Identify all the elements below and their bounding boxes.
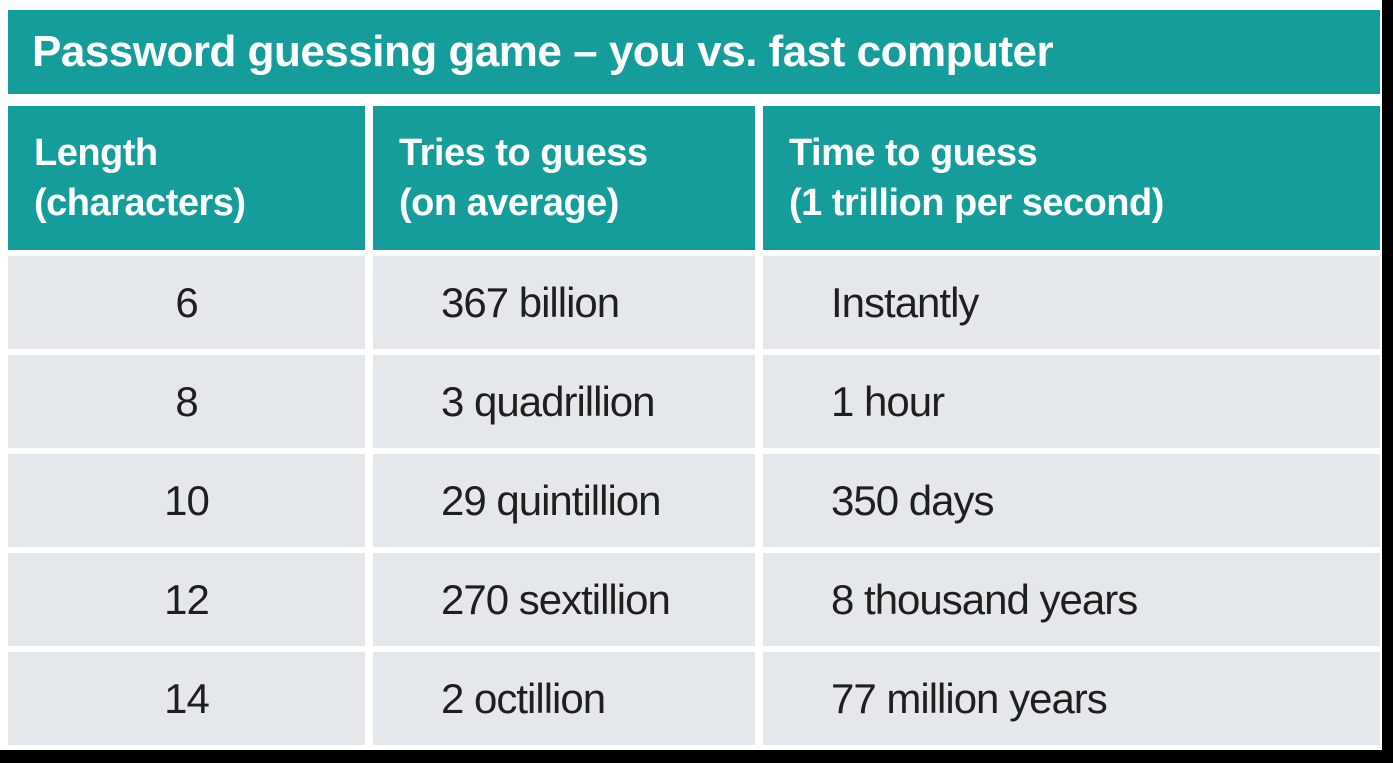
cell-length: 10 bbox=[8, 454, 365, 547]
cell-tries: 3 quadrillion bbox=[373, 355, 755, 448]
slide-content: Password guessing game – you vs. fast co… bbox=[8, 10, 1380, 745]
cell-time: 8 thousand years bbox=[763, 553, 1380, 646]
column-header-length: Length (characters) bbox=[8, 106, 365, 250]
password-table: Length (characters) Tries to guess (on a… bbox=[8, 106, 1380, 745]
cell-length: 12 bbox=[8, 553, 365, 646]
cell-length: 14 bbox=[8, 652, 365, 745]
cell-time: 77 million years bbox=[763, 652, 1380, 745]
cell-tries: 29 quintillion bbox=[373, 454, 755, 547]
cell-tries: 270 sextillion bbox=[373, 553, 755, 646]
cell-length: 8 bbox=[8, 355, 365, 448]
title-bar: Password guessing game – you vs. fast co… bbox=[8, 10, 1380, 94]
column-header-time: Time to guess (1 trillion per second) bbox=[763, 106, 1380, 250]
cell-time: 1 hour bbox=[763, 355, 1380, 448]
column-header-tries: Tries to guess (on average) bbox=[373, 106, 755, 250]
page-title: Password guessing game – you vs. fast co… bbox=[32, 27, 1054, 76]
cell-length: 6 bbox=[8, 256, 365, 349]
cell-time: Instantly bbox=[763, 256, 1380, 349]
cell-time: 350 days bbox=[763, 454, 1380, 547]
cell-tries: 367 billion bbox=[373, 256, 755, 349]
cell-tries: 2 octillion bbox=[373, 652, 755, 745]
